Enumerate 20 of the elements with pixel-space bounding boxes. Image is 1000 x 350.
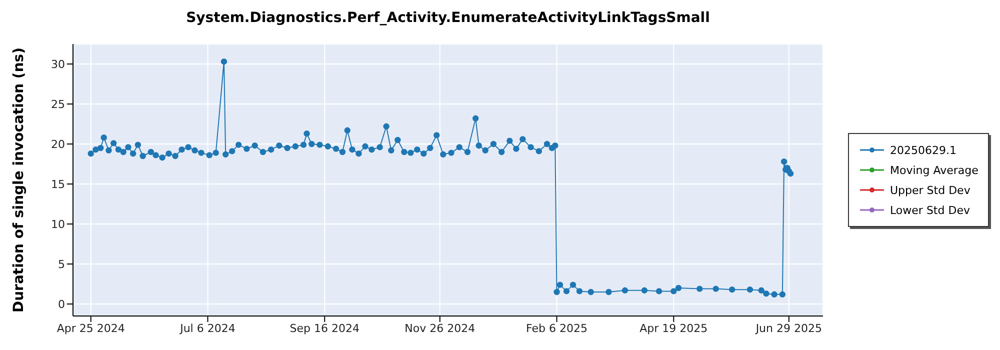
y-tick-label: 30 xyxy=(51,58,65,71)
x-tick-label: Feb 6 2025 xyxy=(526,322,588,335)
legend-label: Lower Std Dev xyxy=(890,204,970,216)
y-tick-label: 10 xyxy=(51,218,65,231)
legend-label: Upper Std Dev xyxy=(890,184,970,196)
y-tick-label: 15 xyxy=(51,178,65,191)
y-tick-label: 5 xyxy=(58,258,65,271)
x-tick-label: Sep 16 2024 xyxy=(290,322,360,335)
y-tick-label: 25 xyxy=(51,98,65,111)
y-axis-title: Duration of single invocation (ns) xyxy=(10,47,27,313)
x-tick-label: Apr 19 2025 xyxy=(640,322,708,335)
x-tick-label: Jul 6 2024 xyxy=(179,322,236,335)
chart-title: System.Diagnostics.Perf_Activity.EnumerateActivityLinkTagsSmall xyxy=(185,10,711,26)
x-tick-label: Jun 29 2025 xyxy=(754,322,822,335)
x-tick-label: Apr 25 2024 xyxy=(56,322,125,335)
y-tick-label: 20 xyxy=(51,138,65,151)
y-tick-label: 0 xyxy=(58,298,65,311)
legend-label: Moving Average xyxy=(890,164,978,176)
legend-label: 20250629.1 xyxy=(890,144,956,156)
x-tick-label: Nov 26 2024 xyxy=(404,322,476,335)
